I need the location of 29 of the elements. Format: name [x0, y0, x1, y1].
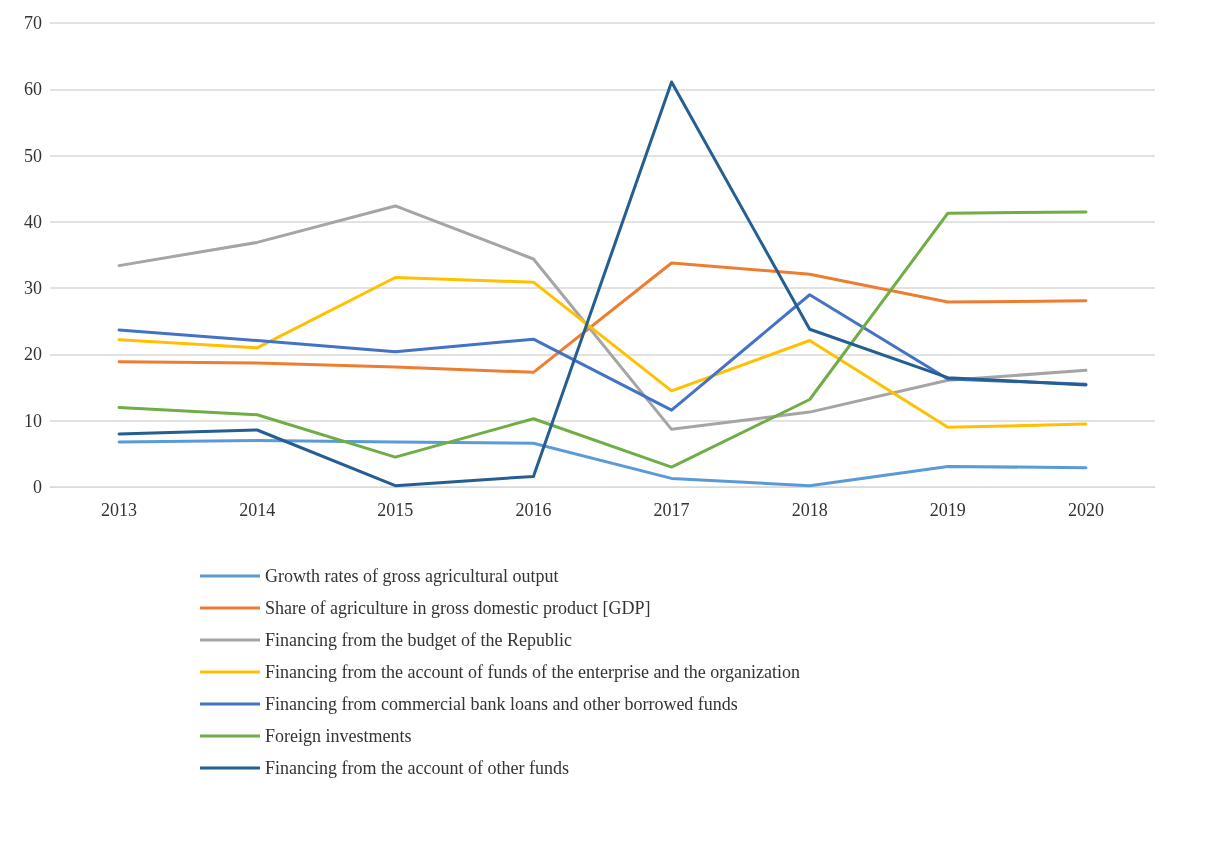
x-tick-label: 2015 [377, 500, 414, 520]
x-tick-label: 2020 [1067, 500, 1104, 520]
legend-label: Financing from the account of other funds [265, 758, 569, 778]
y-tick-label: 70 [24, 13, 42, 33]
y-tick-label: 40 [24, 211, 42, 232]
line-series [117, 261, 1088, 374]
x-tick-label: 2016 [515, 500, 552, 520]
line-series [117, 276, 1088, 429]
y-tick-label: 10 [24, 410, 42, 431]
y-tick-label: 60 [24, 79, 42, 100]
y-tick-label: 50 [24, 145, 42, 166]
line-series [117, 204, 1088, 431]
line-series [117, 80, 1088, 488]
line-series [117, 439, 1088, 488]
legend-label: Financing from the account of funds of the enterprise and the organization [265, 662, 800, 682]
y-tick-label: 20 [24, 344, 42, 365]
legend-label: Foreign investments [265, 726, 412, 746]
legend-label: Growth rates of gross agricultural output [265, 566, 559, 586]
x-tick-label: 2019 [929, 500, 966, 520]
legend-label: Share of agriculture in gross domestic product [GDP] [265, 598, 651, 618]
y-tick-label: 30 [24, 278, 42, 299]
line-series [117, 210, 1088, 469]
y-tick-label: 0 [33, 477, 42, 497]
x-tick-label: 2017 [653, 500, 690, 520]
x-tick-label: 2014 [239, 500, 276, 520]
legend-label: Financing from the budget of the Republic [265, 630, 572, 650]
legend-label: Financing from commercial bank loans and other borrowed funds [265, 694, 738, 714]
x-tick-label: 2018 [791, 500, 828, 520]
x-tick-label: 2013 [101, 500, 138, 520]
